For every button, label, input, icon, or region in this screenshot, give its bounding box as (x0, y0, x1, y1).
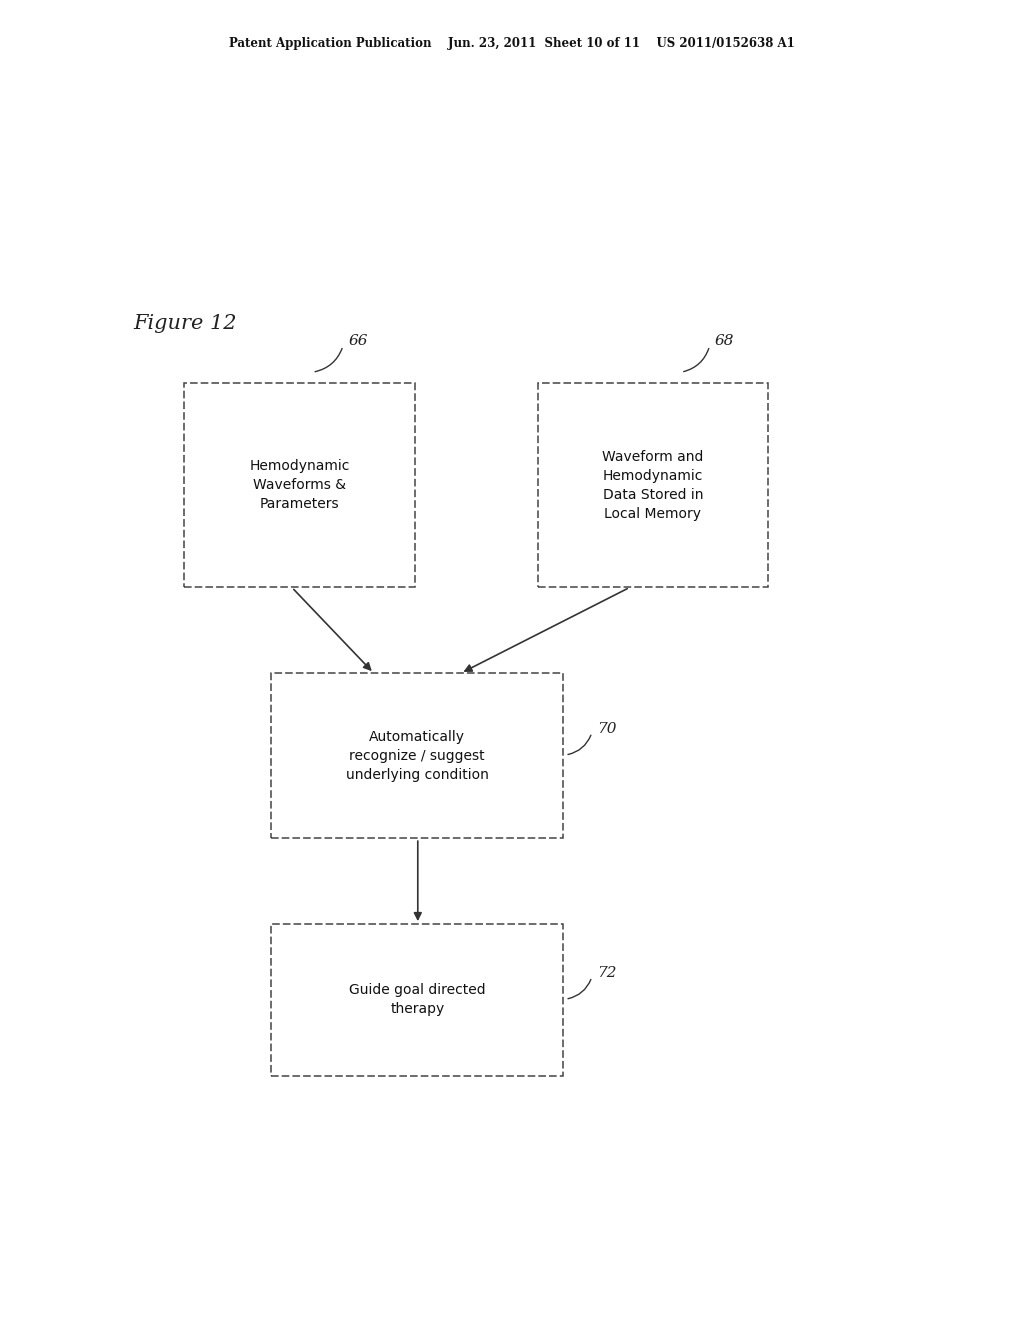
FancyBboxPatch shape (184, 383, 415, 587)
Text: 68: 68 (715, 334, 734, 347)
FancyBboxPatch shape (271, 673, 563, 838)
FancyBboxPatch shape (538, 383, 768, 587)
Text: Waveform and
Hemodynamic
Data Stored in
Local Memory: Waveform and Hemodynamic Data Stored in … (602, 450, 703, 520)
Text: Automatically
recognize / suggest
underlying condition: Automatically recognize / suggest underl… (346, 730, 488, 781)
FancyBboxPatch shape (271, 924, 563, 1076)
Text: 72: 72 (597, 966, 616, 979)
Text: 70: 70 (597, 722, 616, 735)
Text: 66: 66 (348, 334, 368, 347)
Text: Hemodynamic
Waveforms &
Parameters: Hemodynamic Waveforms & Parameters (249, 459, 350, 511)
Text: Figure 12: Figure 12 (133, 314, 237, 333)
Text: Patent Application Publication    Jun. 23, 2011  Sheet 10 of 11    US 2011/01526: Patent Application Publication Jun. 23, … (229, 37, 795, 50)
Text: Guide goal directed
therapy: Guide goal directed therapy (349, 983, 485, 1016)
